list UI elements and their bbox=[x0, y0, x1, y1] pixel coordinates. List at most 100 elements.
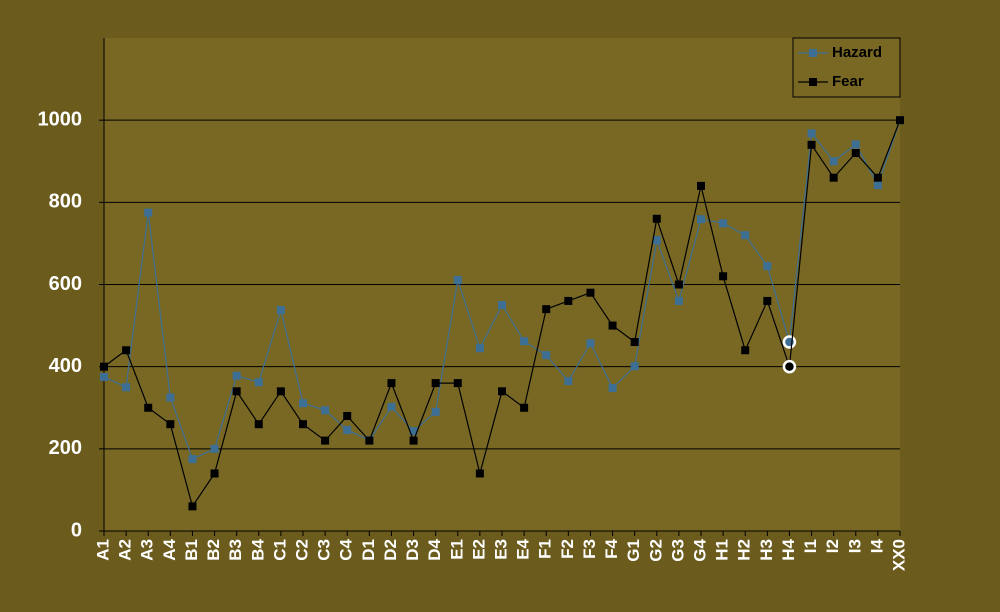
legend-marker bbox=[809, 78, 817, 86]
x-tick-label: D2 bbox=[381, 539, 400, 561]
marker bbox=[652, 214, 661, 223]
x-tick-label: F2 bbox=[558, 539, 577, 559]
marker bbox=[807, 129, 816, 138]
marker bbox=[387, 379, 396, 388]
marker bbox=[697, 181, 705, 190]
marker bbox=[166, 420, 175, 429]
marker bbox=[542, 351, 551, 360]
x-tick-label: A4 bbox=[160, 538, 179, 560]
marker bbox=[807, 140, 816, 149]
marker bbox=[144, 403, 153, 412]
marker bbox=[210, 469, 219, 478]
marker bbox=[741, 231, 750, 240]
marker bbox=[254, 420, 263, 429]
marker bbox=[829, 173, 838, 182]
x-tick-label: C4 bbox=[337, 538, 356, 560]
marker bbox=[188, 502, 197, 511]
x-tick-label: B1 bbox=[182, 539, 201, 561]
marker bbox=[321, 406, 330, 415]
x-tick-label: A1 bbox=[93, 539, 112, 561]
x-tick-label: F1 bbox=[536, 539, 555, 559]
y-tick-label: 800 bbox=[49, 191, 82, 213]
marker bbox=[630, 362, 639, 371]
marker bbox=[741, 346, 750, 355]
x-tick-label: H2 bbox=[735, 539, 754, 561]
legend-box bbox=[792, 37, 901, 98]
marker bbox=[475, 344, 484, 353]
marker bbox=[608, 321, 617, 330]
marker bbox=[299, 399, 307, 408]
marker bbox=[409, 427, 418, 436]
x-tick-label: B3 bbox=[226, 539, 245, 561]
x-tick-label: G4 bbox=[690, 538, 709, 561]
marker bbox=[343, 411, 352, 420]
x-tick-label: E3 bbox=[491, 539, 510, 560]
x-tick-label: H1 bbox=[713, 539, 732, 561]
x-tick-label: G3 bbox=[668, 539, 687, 562]
marker bbox=[431, 379, 440, 388]
marker bbox=[188, 455, 197, 464]
marker bbox=[276, 387, 285, 396]
x-tick-label: F4 bbox=[602, 538, 621, 558]
x-tick-label: D3 bbox=[403, 539, 422, 561]
marker bbox=[520, 337, 529, 346]
x-tick-label: B4 bbox=[248, 538, 267, 560]
x-tick-label: F3 bbox=[580, 539, 599, 559]
y-tick-label: 200 bbox=[49, 437, 82, 459]
x-tick-label: I1 bbox=[801, 539, 820, 553]
marker bbox=[409, 436, 418, 445]
y-tick-label: 400 bbox=[49, 355, 82, 377]
marker bbox=[763, 262, 772, 271]
marker bbox=[299, 420, 307, 429]
marker bbox=[873, 173, 882, 182]
marker bbox=[387, 402, 396, 411]
marker bbox=[254, 378, 263, 387]
y-tick-label: 600 bbox=[49, 273, 82, 295]
marker bbox=[719, 272, 728, 281]
marker bbox=[276, 305, 285, 314]
x-tick-label: E2 bbox=[469, 539, 488, 560]
marker bbox=[630, 338, 639, 347]
legend-label: Hazard bbox=[832, 44, 882, 61]
marker bbox=[873, 181, 882, 190]
marker bbox=[851, 140, 860, 149]
x-tick-label: A3 bbox=[138, 539, 157, 561]
x-tick-label: I3 bbox=[845, 539, 864, 553]
marker bbox=[586, 339, 595, 348]
x-tick-label: H4 bbox=[779, 538, 798, 560]
x-tick-label: E4 bbox=[514, 538, 533, 559]
marker bbox=[829, 157, 838, 166]
x-tick-label: XX0 bbox=[889, 539, 908, 571]
marker bbox=[453, 379, 462, 388]
marker bbox=[210, 444, 219, 453]
x-tick-label: G1 bbox=[624, 539, 643, 562]
marker bbox=[719, 219, 728, 228]
marker bbox=[851, 149, 860, 158]
marker bbox=[542, 305, 551, 314]
marker bbox=[520, 403, 529, 412]
marker bbox=[608, 384, 617, 393]
x-tick-label: D1 bbox=[359, 539, 378, 561]
x-tick-label: C1 bbox=[270, 539, 289, 561]
x-tick-label: H3 bbox=[757, 539, 776, 561]
marker bbox=[652, 236, 661, 245]
marker bbox=[166, 393, 175, 402]
x-tick-label: G2 bbox=[646, 539, 665, 562]
x-tick-label: I2 bbox=[823, 539, 842, 553]
marker bbox=[896, 116, 904, 125]
marker bbox=[232, 371, 241, 380]
marker bbox=[674, 280, 683, 289]
x-tick-label: B2 bbox=[204, 539, 223, 561]
marker bbox=[122, 346, 131, 355]
marker bbox=[144, 208, 153, 217]
x-tick-label: A2 bbox=[116, 539, 135, 561]
legend-label: Fear bbox=[832, 73, 864, 90]
y-tick-label: 0 bbox=[71, 519, 82, 541]
marker bbox=[232, 387, 241, 396]
marker bbox=[498, 301, 506, 310]
marker bbox=[564, 377, 573, 386]
highlight-marker bbox=[782, 359, 797, 374]
marker bbox=[100, 372, 108, 381]
marker bbox=[697, 215, 705, 224]
